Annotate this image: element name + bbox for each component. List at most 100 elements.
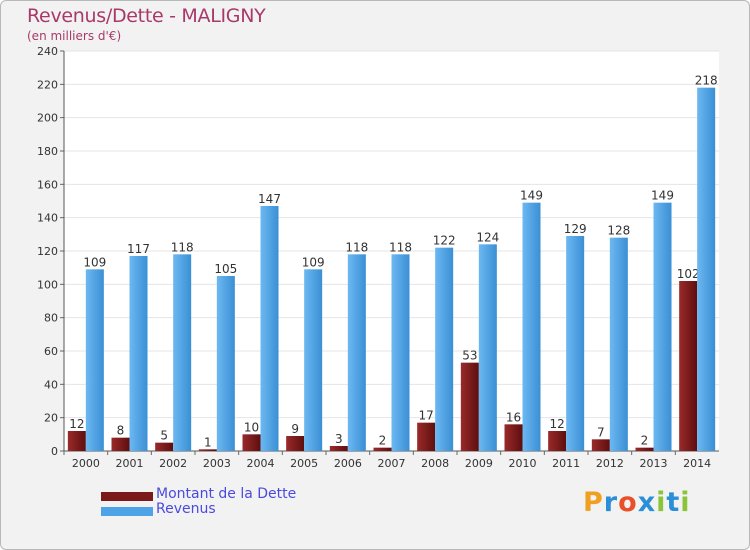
bar-dette [635, 447, 654, 451]
x-tick-label: 2002 [159, 457, 187, 470]
bar-dette [504, 424, 523, 451]
logo-letter: t [666, 487, 681, 518]
x-tick-label: 2001 [116, 457, 144, 470]
bar-revenus [566, 236, 585, 451]
bar-dette [329, 446, 348, 451]
bar-revenus [653, 202, 672, 451]
y-tick-label: 100 [37, 278, 58, 291]
data-label-revenus: 118 [389, 240, 412, 254]
x-tick-label: 2011 [552, 457, 580, 470]
x-tick-label: 2009 [465, 457, 493, 470]
y-tick-label: 140 [37, 212, 58, 225]
chart-subtitle: (en milliers d'€) [27, 29, 122, 43]
y-tick-label: 200 [37, 112, 58, 125]
x-tick-label: 2006 [334, 457, 362, 470]
x-tick-label: 2010 [509, 457, 537, 470]
data-label-dette: 12 [69, 417, 84, 431]
y-tick-label: 160 [37, 178, 58, 191]
legend-label-revenus: Revenus [156, 501, 216, 517]
data-label-dette: 8 [117, 424, 125, 438]
bar-dette [155, 442, 174, 451]
x-tick-label: 2003 [203, 457, 231, 470]
data-label-revenus: 109 [302, 255, 325, 269]
bar-revenus [391, 254, 410, 451]
bar-dette [548, 431, 567, 451]
x-tick-label: 2005 [290, 457, 318, 470]
data-label-revenus: 124 [476, 230, 499, 244]
y-tick-label: 180 [37, 145, 58, 158]
data-label-dette: 53 [462, 349, 477, 363]
data-label-revenus: 149 [520, 189, 543, 203]
proxiti-logo: Proxiti [583, 487, 691, 518]
bar-revenus [478, 244, 497, 451]
y-tick-label: 240 [37, 45, 58, 58]
legend-label-dette: Montant de la Dette [156, 486, 297, 502]
x-tick-label: 2013 [640, 457, 668, 470]
bar-revenus [609, 237, 628, 451]
bar-dette [198, 449, 217, 451]
x-tick-label: 2008 [421, 457, 449, 470]
bar-revenus [697, 87, 716, 452]
chart-title: Revenus/Dette - MALIGNY [27, 5, 266, 27]
data-label-dette: 2 [379, 434, 387, 448]
logo-letter: r [603, 487, 619, 518]
data-label-dette: 16 [506, 410, 521, 424]
x-tick-label: 2000 [72, 457, 100, 470]
data-label-dette: 7 [597, 425, 605, 439]
data-label-revenus: 122 [433, 234, 456, 248]
data-label-revenus: 147 [258, 192, 281, 206]
data-label-dette: 17 [419, 409, 434, 423]
bar-revenus [129, 256, 148, 451]
data-label-dette: 5 [160, 429, 168, 443]
data-label-revenus: 218 [695, 74, 718, 88]
data-label-revenus: 118 [345, 240, 368, 254]
bar-dette [67, 431, 86, 451]
y-tick-label: 80 [44, 312, 58, 325]
bar-revenus [85, 269, 104, 451]
y-tick-label: 220 [37, 78, 58, 91]
data-label-dette: 2 [641, 434, 649, 448]
bar-dette [373, 447, 392, 451]
x-tick-label: 2004 [247, 457, 275, 470]
y-tick-label: 60 [44, 345, 58, 358]
data-label-dette: 9 [291, 422, 299, 436]
bar-dette [111, 437, 130, 451]
legend-swatch-dette [101, 492, 153, 501]
bar-dette [417, 422, 436, 451]
data-label-revenus: 128 [607, 224, 630, 238]
bar-dette [679, 281, 698, 451]
logo-letter: P [583, 487, 604, 518]
bar-revenus [260, 206, 279, 451]
x-tick-label: 2014 [683, 457, 711, 470]
logo-letter: i [656, 487, 667, 518]
bar-revenus [304, 269, 323, 451]
data-label-dette: 102 [677, 267, 700, 281]
logo-letter: o [618, 487, 638, 518]
bar-revenus [173, 254, 192, 451]
data-label-revenus: 149 [651, 189, 674, 203]
bar-revenus [347, 254, 366, 451]
data-label-dette: 1 [204, 435, 212, 449]
logo-letter: i [680, 487, 691, 518]
legend-swatch-revenus [101, 507, 153, 516]
x-tick-label: 2012 [596, 457, 624, 470]
bar-dette [591, 439, 610, 451]
bar-revenus [522, 202, 541, 451]
data-label-revenus: 109 [83, 255, 106, 269]
data-label-revenus: 118 [171, 240, 194, 254]
logo-letter: x [637, 487, 657, 518]
y-tick-label: 20 [44, 412, 58, 425]
data-label-revenus: 117 [127, 242, 150, 256]
bar-revenus [216, 276, 235, 451]
data-label-dette: 12 [550, 417, 565, 431]
bar-dette [242, 434, 261, 451]
data-label-revenus: 105 [214, 262, 237, 276]
y-tick-label: 40 [44, 378, 58, 391]
x-tick-label: 2007 [378, 457, 406, 470]
y-tick-label: 0 [51, 445, 58, 458]
data-label-revenus: 129 [564, 222, 587, 236]
bar-dette [460, 362, 479, 451]
bar-dette [286, 436, 305, 451]
